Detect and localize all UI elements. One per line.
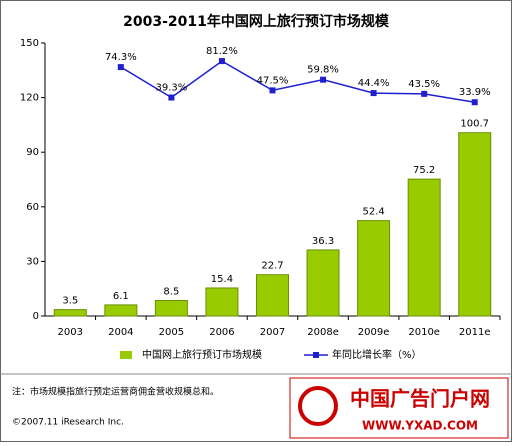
- bar: [458, 132, 492, 317]
- line-label: 74.3%: [105, 52, 137, 63]
- legend-label: 年同比增长率（%）: [332, 348, 422, 361]
- y-tick-label: 120: [20, 93, 39, 104]
- chart-title: 2003-2011年中国网上旅行预订市场规模: [123, 13, 390, 30]
- bar: [357, 220, 391, 317]
- line-label: 44.4%: [358, 78, 390, 89]
- line-marker: [421, 90, 428, 97]
- x-tick-label: 2003: [58, 327, 83, 338]
- source: ©2007.11 iResearch Inc.: [12, 418, 124, 428]
- y-tick-label: 150: [20, 38, 39, 49]
- line-label: 59.8%: [307, 65, 339, 76]
- bar: [256, 274, 289, 317]
- line-marker: [370, 90, 377, 97]
- note: 注：市场规模指旅行预定运营商佣金营收规模总和。: [12, 386, 219, 398]
- bar-label: 15.4: [211, 274, 233, 285]
- watermark-name: 中国广告门户网: [350, 387, 490, 411]
- bar-label: 6.1: [113, 291, 129, 302]
- x-tick-label: 2008e: [307, 327, 339, 338]
- legend-label: 中国网上旅行预订市场规模: [142, 348, 262, 361]
- bar: [53, 309, 87, 317]
- bar-label: 8.5: [163, 287, 179, 298]
- line-marker: [269, 87, 276, 94]
- legend-swatch: [120, 351, 132, 359]
- line: [120, 60, 475, 103]
- line-marker: [320, 76, 327, 83]
- bar: [306, 249, 340, 317]
- line-label: 43.5%: [408, 79, 440, 90]
- line-label: 39.3%: [155, 83, 187, 94]
- bar-label: 22.7: [261, 261, 283, 272]
- y-tick-label: 90: [26, 147, 39, 158]
- x-tick-label: 2004: [108, 327, 133, 338]
- x-tick-label: 2006: [209, 327, 234, 338]
- line-marker: [168, 94, 175, 101]
- line-marker: [117, 64, 124, 71]
- x-tick-label: 2011e: [459, 327, 491, 338]
- x-tick-label: 2010e: [408, 327, 440, 338]
- bar-label: 100.7: [460, 119, 489, 130]
- y-tick-label: 60: [26, 202, 39, 213]
- line-label: 47.5%: [257, 75, 289, 86]
- bar-label: 3.5: [62, 296, 78, 307]
- legend-marker: [313, 352, 319, 358]
- bar-label: 75.2: [413, 165, 435, 176]
- bar: [205, 287, 239, 317]
- y-tick-label: 30: [26, 256, 39, 267]
- watermark-url: WWW.YXAD.COM: [362, 419, 478, 433]
- bar-label: 52.4: [362, 207, 384, 218]
- line-label: 33.9%: [459, 87, 491, 98]
- x-tick-label: 2005: [159, 327, 184, 338]
- bar-label: 36.3: [312, 236, 334, 247]
- bar: [154, 300, 188, 317]
- bar: [104, 304, 138, 317]
- x-tick-label: 2007: [260, 327, 285, 338]
- line-marker: [471, 99, 478, 106]
- y-tick-label: 0: [33, 311, 39, 322]
- x-tick-label: 2009e: [358, 327, 390, 338]
- line-marker: [218, 58, 225, 65]
- line-label: 81.2%: [206, 46, 238, 57]
- watermark-logo: [298, 386, 338, 426]
- bar: [407, 178, 441, 317]
